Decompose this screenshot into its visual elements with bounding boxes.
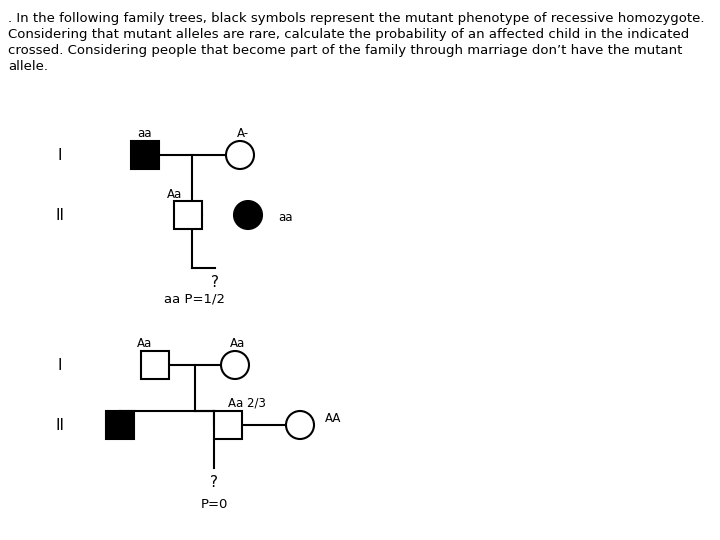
Text: crossed. Considering people that become part of the family through marriage don’: crossed. Considering people that become … xyxy=(8,44,683,57)
Bar xyxy=(174,201,202,229)
Text: allele.: allele. xyxy=(8,60,48,73)
Bar xyxy=(141,351,169,379)
Text: Aa: Aa xyxy=(230,337,246,350)
Circle shape xyxy=(221,351,249,379)
Text: . In the following family trees, black symbols represent the mutant phenotype of: . In the following family trees, black s… xyxy=(8,12,704,25)
Text: aa: aa xyxy=(278,211,292,224)
Circle shape xyxy=(286,411,314,439)
Circle shape xyxy=(226,141,254,169)
Text: Considering that mutant alleles are rare, calculate the probability of an affect: Considering that mutant alleles are rare… xyxy=(8,28,689,41)
Text: P=0: P=0 xyxy=(200,498,228,511)
Text: I: I xyxy=(58,357,62,373)
Bar xyxy=(106,411,134,439)
Text: ?: ? xyxy=(211,275,219,290)
Text: ?: ? xyxy=(210,475,218,490)
Bar xyxy=(131,141,159,169)
Text: Aa: Aa xyxy=(138,337,153,350)
Text: aa P=1/2: aa P=1/2 xyxy=(164,293,225,306)
Text: I: I xyxy=(58,147,62,163)
Text: II: II xyxy=(55,417,65,433)
Text: AA: AA xyxy=(325,412,341,425)
Text: aa: aa xyxy=(138,127,152,140)
Text: Aa: Aa xyxy=(167,188,183,201)
Bar xyxy=(214,411,242,439)
Text: II: II xyxy=(55,207,65,222)
Circle shape xyxy=(234,201,262,229)
Text: A-: A- xyxy=(237,127,249,140)
Text: Aa 2/3: Aa 2/3 xyxy=(228,397,266,410)
